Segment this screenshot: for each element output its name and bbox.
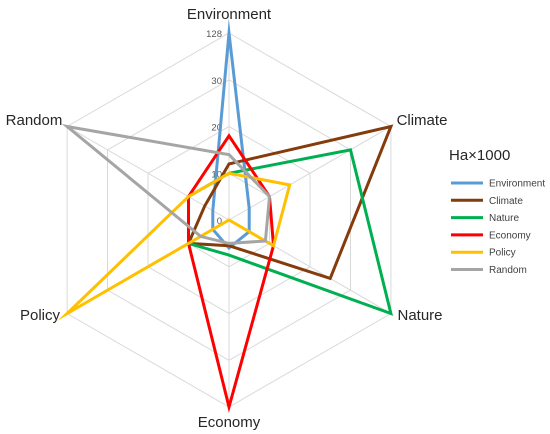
series-economy-line xyxy=(187,133,276,413)
legend-label-environment: Environment xyxy=(489,179,545,190)
series-climate-line xyxy=(186,124,394,281)
legend-label-policy: Policy xyxy=(489,248,516,259)
tick-label: 0 xyxy=(217,216,222,227)
series-random-line xyxy=(61,124,272,245)
legend-label-climate: Climate xyxy=(489,196,523,207)
legend: Ha×1000 Environment Climate Nature Economy P… xyxy=(449,147,545,276)
tick-label: 30 xyxy=(211,76,222,87)
series-environment-line xyxy=(211,18,251,251)
radar-series xyxy=(57,18,394,413)
tick-label: 128 xyxy=(206,29,222,40)
grid-spoke xyxy=(228,126,392,221)
axis-labels: Environment Climate Nature Economy Policy Ran… xyxy=(6,6,448,431)
legend-label-economy: Economy xyxy=(489,230,531,241)
axis-label-nature: Nature xyxy=(397,307,442,324)
legend-label-random: Random xyxy=(489,265,527,276)
axis-label-random: Random xyxy=(6,112,63,129)
axis-label-policy: Policy xyxy=(20,307,61,324)
legend-title: Ha×1000 xyxy=(449,147,510,164)
legend-label-nature: Nature xyxy=(489,213,519,224)
axis-label-climate: Climate xyxy=(397,112,448,129)
tick-label: 20 xyxy=(211,123,222,134)
series-policy-line xyxy=(57,171,292,321)
axis-label-environment: Environment xyxy=(187,6,272,23)
grid-spoke xyxy=(66,126,230,221)
axis-label-economy: Economy xyxy=(198,414,261,431)
